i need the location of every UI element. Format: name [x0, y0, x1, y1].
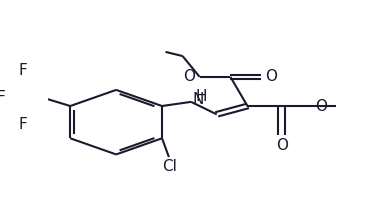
Text: Cl: Cl	[162, 159, 178, 174]
Text: O: O	[315, 99, 327, 114]
Text: O: O	[183, 69, 195, 84]
Text: O: O	[265, 69, 278, 84]
Text: N: N	[192, 92, 204, 107]
Text: F: F	[18, 63, 27, 78]
Text: F: F	[18, 118, 27, 133]
Text: H: H	[196, 89, 207, 104]
Text: O: O	[276, 138, 288, 153]
Text: F: F	[0, 90, 5, 105]
